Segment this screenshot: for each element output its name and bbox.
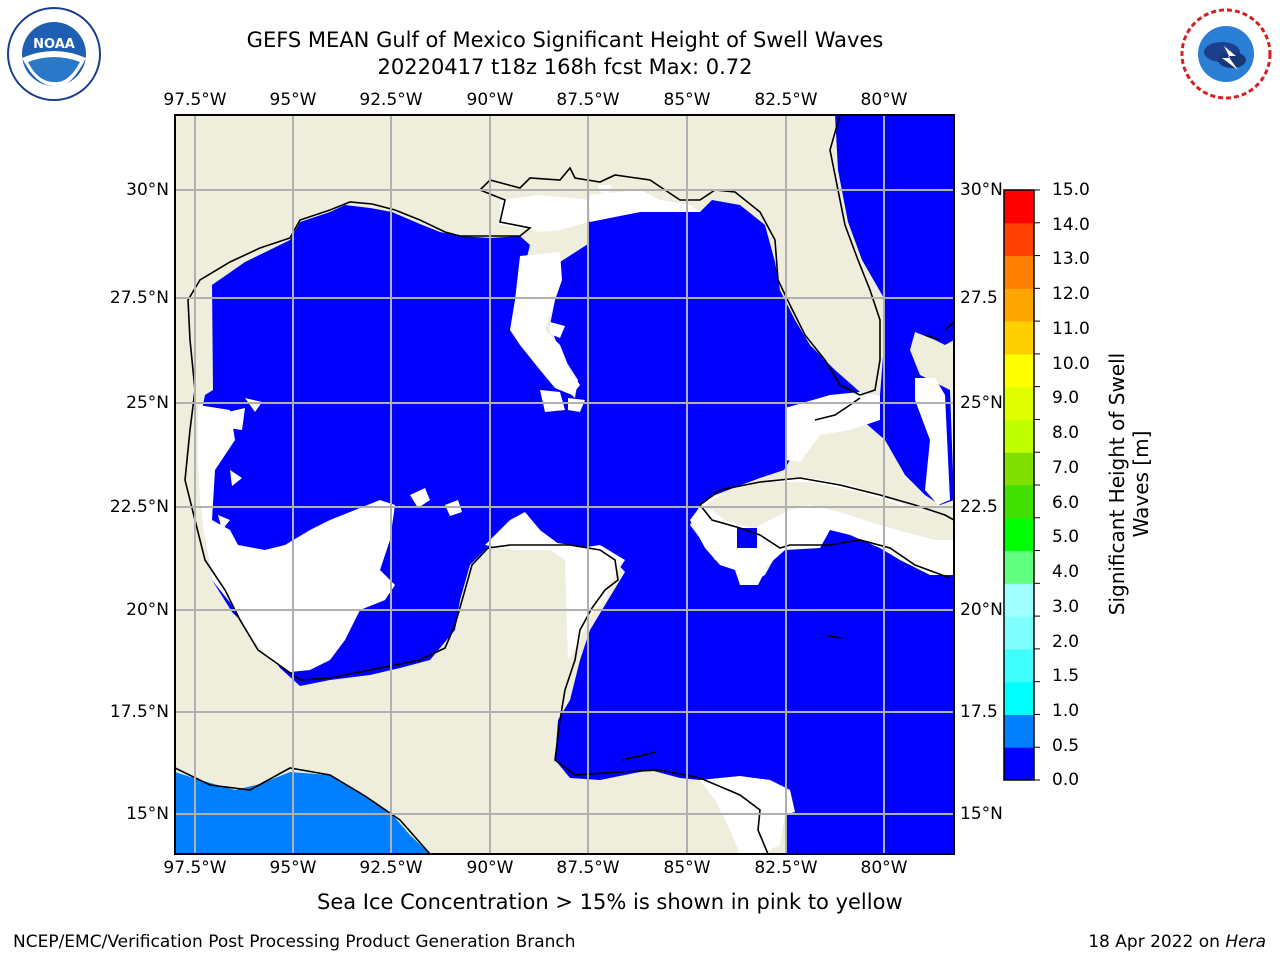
colorbar-segment — [1004, 386, 1034, 420]
chart-subtitle: 20220417 t18z 168h fcst Max: 0.72 — [377, 55, 753, 79]
sea-ice-note: Sea Ice Concentration > 15% is shown in … — [317, 890, 903, 914]
colorbar-title: Significant Height of Swell Waves [m] — [1105, 352, 1153, 616]
lat-tick-left: 22.5°N — [109, 497, 169, 517]
lat-tick-right: 20°N — [960, 600, 1003, 620]
lat-tick-right: 15°N — [960, 804, 1003, 824]
colorbar-tick-label: 13.0 — [1052, 249, 1090, 269]
colorbar-segment — [1004, 288, 1034, 322]
lon-tick-bottom: 87.5°W — [556, 858, 620, 878]
colorbar-tick-label: 8.0 — [1052, 423, 1080, 443]
colorbar-segment — [1004, 550, 1034, 584]
lon-tick-top: 85°W — [663, 90, 711, 110]
colorbar-tick-label: 0.5 — [1052, 736, 1080, 756]
run-date: 18 Apr 2022 on Hera — [1088, 932, 1266, 952]
colorbar-segment — [1004, 583, 1034, 617]
lat-tick-left: 20°N — [126, 600, 169, 620]
lon-tick-top: 95°W — [269, 90, 317, 110]
lat-tick-right: 17.5 — [960, 702, 998, 722]
lat-tick-right: 27.5 — [960, 288, 998, 308]
lat-tick-right: 30°N — [960, 180, 1003, 200]
colorbar-segment — [1004, 190, 1034, 224]
colorbar-tick-label: 2.0 — [1052, 632, 1080, 652]
map-frame — [174, 114, 955, 855]
lat-tick-left: 27.5°N — [109, 288, 169, 308]
colorbar-tick-label: 5.0 — [1052, 527, 1080, 547]
colorbar-tick-label: 14.0 — [1052, 215, 1090, 235]
cuba-land — [705, 482, 954, 540]
colorbar-tick-label: 1.0 — [1052, 701, 1080, 721]
chart-title: GEFS MEAN Gulf of Mexico Significant Hei… — [246, 28, 884, 52]
lat-tick-right: 22.5 — [960, 497, 998, 517]
lon-tick-bottom: 90°W — [466, 858, 514, 878]
colorbar-tick-label: 11.0 — [1052, 319, 1090, 339]
lat-tick-left: 25°N — [126, 393, 169, 413]
lon-tick-bottom: 92.5°W — [359, 858, 423, 878]
colorbar-segment — [1004, 747, 1034, 781]
colorbar-segment — [1004, 452, 1034, 486]
lon-tick-top: 87.5°W — [556, 90, 620, 110]
colorbar-segment — [1004, 419, 1034, 453]
coastline — [175, 115, 954, 854]
svg-text:NOAA: NOAA — [33, 37, 75, 52]
credit-line: NCEP/EMC/Verification Post Processing Pr… — [13, 932, 576, 952]
lat-tick-left: 30°N — [126, 180, 169, 200]
colorbar-tick-label: 1.5 — [1052, 666, 1080, 686]
colorbar-tick-label: 9.0 — [1052, 388, 1080, 408]
lon-tick-top: 92.5°W — [359, 90, 423, 110]
lon-tick-bottom: 80°W — [860, 858, 908, 878]
colorbar-segment — [1004, 353, 1034, 388]
colorbar-tick-label: 12.0 — [1052, 284, 1090, 304]
colorbar-segment — [1004, 648, 1034, 683]
lon-tick-bottom: 82.5°W — [754, 858, 818, 878]
colorbar-tick-label: 7.0 — [1052, 458, 1080, 478]
colorbar-tick-label: 4.0 — [1052, 562, 1080, 582]
lat-tick-left: 17.5°N — [109, 702, 169, 722]
colorbar-tick-label: 0.0 — [1052, 770, 1080, 790]
colorbar-frame — [1003, 189, 1035, 781]
lon-tick-bottom: 95°W — [269, 858, 317, 878]
colorbar-segment — [1004, 517, 1034, 552]
lon-tick-bottom: 85°W — [663, 858, 711, 878]
lon-tick-top: 90°W — [466, 90, 514, 110]
nws-logo-icon — [1180, 8, 1272, 100]
lon-tick-top: 97.5°W — [163, 90, 227, 110]
lat-tick-right: 25°N — [960, 393, 1003, 413]
gridlines — [175, 115, 954, 854]
colorbar-tick-label: 15.0 — [1052, 180, 1090, 200]
lon-tick-top: 82.5°W — [754, 90, 818, 110]
machine-name: Hera — [1225, 932, 1266, 952]
colorbar-segment — [1004, 485, 1034, 519]
colorbar-segment — [1004, 681, 1034, 715]
colorbar-segment — [1004, 255, 1034, 289]
colorbar-tick-label: 6.0 — [1052, 493, 1080, 513]
colorbar-segment — [1004, 616, 1034, 650]
lat-tick-left: 15°N — [126, 804, 169, 824]
colorbar-segment — [1004, 714, 1034, 748]
colorbar-segment — [1004, 222, 1034, 257]
colorbar — [1003, 189, 1040, 781]
colorbar-segment — [1004, 321, 1034, 355]
lon-tick-top: 80°W — [860, 90, 908, 110]
lon-tick-bottom: 97.5°W — [163, 858, 227, 878]
noaa-logo-icon: NOAA — [7, 7, 101, 101]
colorbar-tick-label: 3.0 — [1052, 597, 1080, 617]
gulf-swell-field — [200, 115, 954, 854]
date-text: 18 Apr 2022 on — [1088, 932, 1220, 952]
colorbar-tick-label: 10.0 — [1052, 354, 1090, 374]
